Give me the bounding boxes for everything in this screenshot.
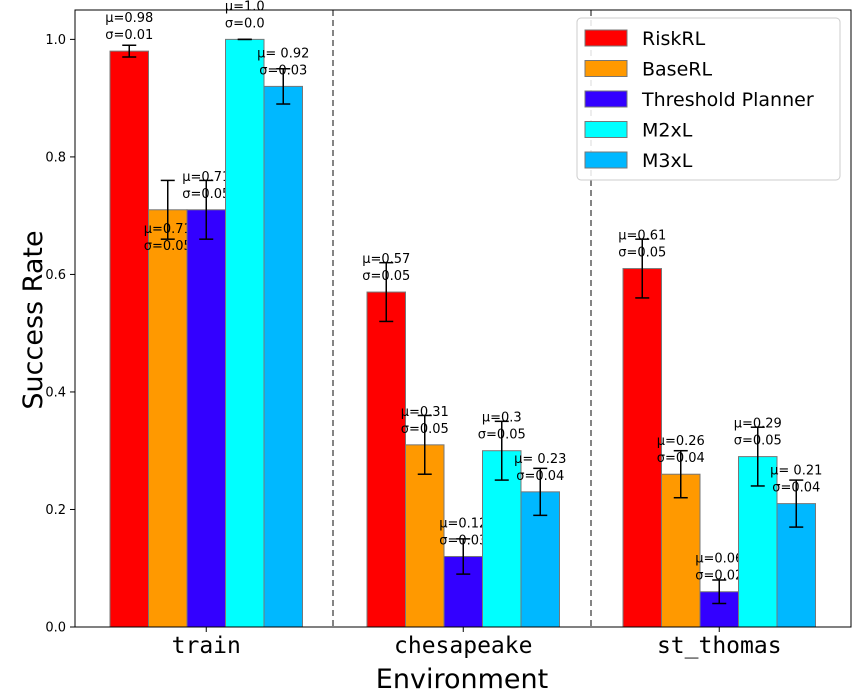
bar-label-std: σ=0.05: [478, 428, 526, 443]
bar-label-std: σ=0.05: [182, 187, 230, 202]
legend-label: BaseRL: [642, 59, 712, 81]
bar: [661, 473, 701, 628]
bar-label-std: σ=0.02: [695, 569, 743, 584]
y-axis-title: Success Rate: [18, 230, 49, 409]
legend-swatch: [584, 90, 628, 108]
legend-swatch: [584, 121, 628, 138]
y-tick-label: 0.0: [45, 621, 66, 636]
bar-label-std: σ=0.05: [362, 269, 410, 284]
x-tick-label: st_thomas: [657, 633, 782, 659]
bar-label-mean: μ=0.71: [144, 222, 192, 237]
bar: [366, 291, 406, 628]
y-tick-label: 0.8: [45, 150, 66, 165]
bar-label-mean: μ= 0.92: [257, 46, 309, 61]
bar-label-mean: μ=0.26: [657, 434, 705, 449]
y-tick-label: 0.6: [45, 268, 66, 283]
legend-label: RiskRL: [642, 28, 706, 50]
bar-label-std: σ=0.05: [618, 246, 666, 261]
plot-area: 0.0 0.2 0.4 0.6 0.8 1.0 μ=0.98 σ=0.01 μ=0.57 σ=0.…: [45, 0, 852, 659]
legend-label: M3xL: [642, 150, 693, 172]
bar-label-std: σ=0.04: [516, 469, 564, 484]
bar-label-std: σ=0.01: [105, 28, 153, 43]
y-tick-label: 0.4: [45, 385, 66, 400]
bar: [186, 209, 226, 628]
y-tick-label: 1.0: [45, 33, 66, 48]
bar: [405, 444, 445, 628]
bar: [109, 50, 149, 628]
bar-label-mean: μ=0.06: [695, 552, 743, 567]
bar-label-std: σ=0.05: [401, 422, 449, 437]
bar-label-std: σ=0.05: [144, 239, 192, 254]
bar: [148, 209, 188, 628]
x-tick-label: train: [172, 633, 241, 659]
bar-label-mean: μ=0.98: [105, 11, 153, 26]
bar-label-mean: μ=1.0: [225, 0, 265, 14]
bar-label-mean: μ=0.71: [182, 170, 230, 185]
x-tick-label: chesapeake: [394, 633, 532, 659]
bar-label-std: σ=0.05: [734, 434, 782, 449]
bar-label-std: σ=0.04: [657, 451, 705, 466]
bar-label-mean: μ=0.29: [734, 417, 782, 432]
bar-label-std: σ=0.03: [439, 533, 487, 548]
legend-swatch: [584, 60, 628, 77]
bar: [225, 38, 265, 628]
bar-label-mean: μ= 0.21: [770, 464, 822, 479]
x-axis-title: Environment: [376, 664, 548, 695]
bar: [263, 85, 303, 628]
bar-label-std: σ=0.0: [225, 16, 265, 31]
legend-label: M2xL: [642, 120, 693, 142]
bar-label-mean: μ=0.57: [362, 252, 410, 267]
bar-label-mean: μ= 0.23: [514, 452, 566, 467]
y-tick-label: 0.2: [45, 503, 66, 518]
plot-frame: [74, 9, 852, 628]
bar-label-mean: μ=0.12: [439, 516, 487, 531]
legend-swatch: [584, 29, 628, 47]
legend-swatch: [584, 151, 628, 169]
bar-label-std: σ=0.03: [259, 63, 307, 78]
bar-label-mean: μ=0.31: [401, 405, 449, 420]
bar-label-mean: μ=0.61: [618, 229, 666, 244]
legend-box: [576, 17, 841, 181]
legend-label: Threshold Planner: [641, 89, 814, 111]
bar-label-mean: μ=0.3: [482, 411, 522, 426]
bar-label-std: σ=0.04: [772, 481, 820, 496]
